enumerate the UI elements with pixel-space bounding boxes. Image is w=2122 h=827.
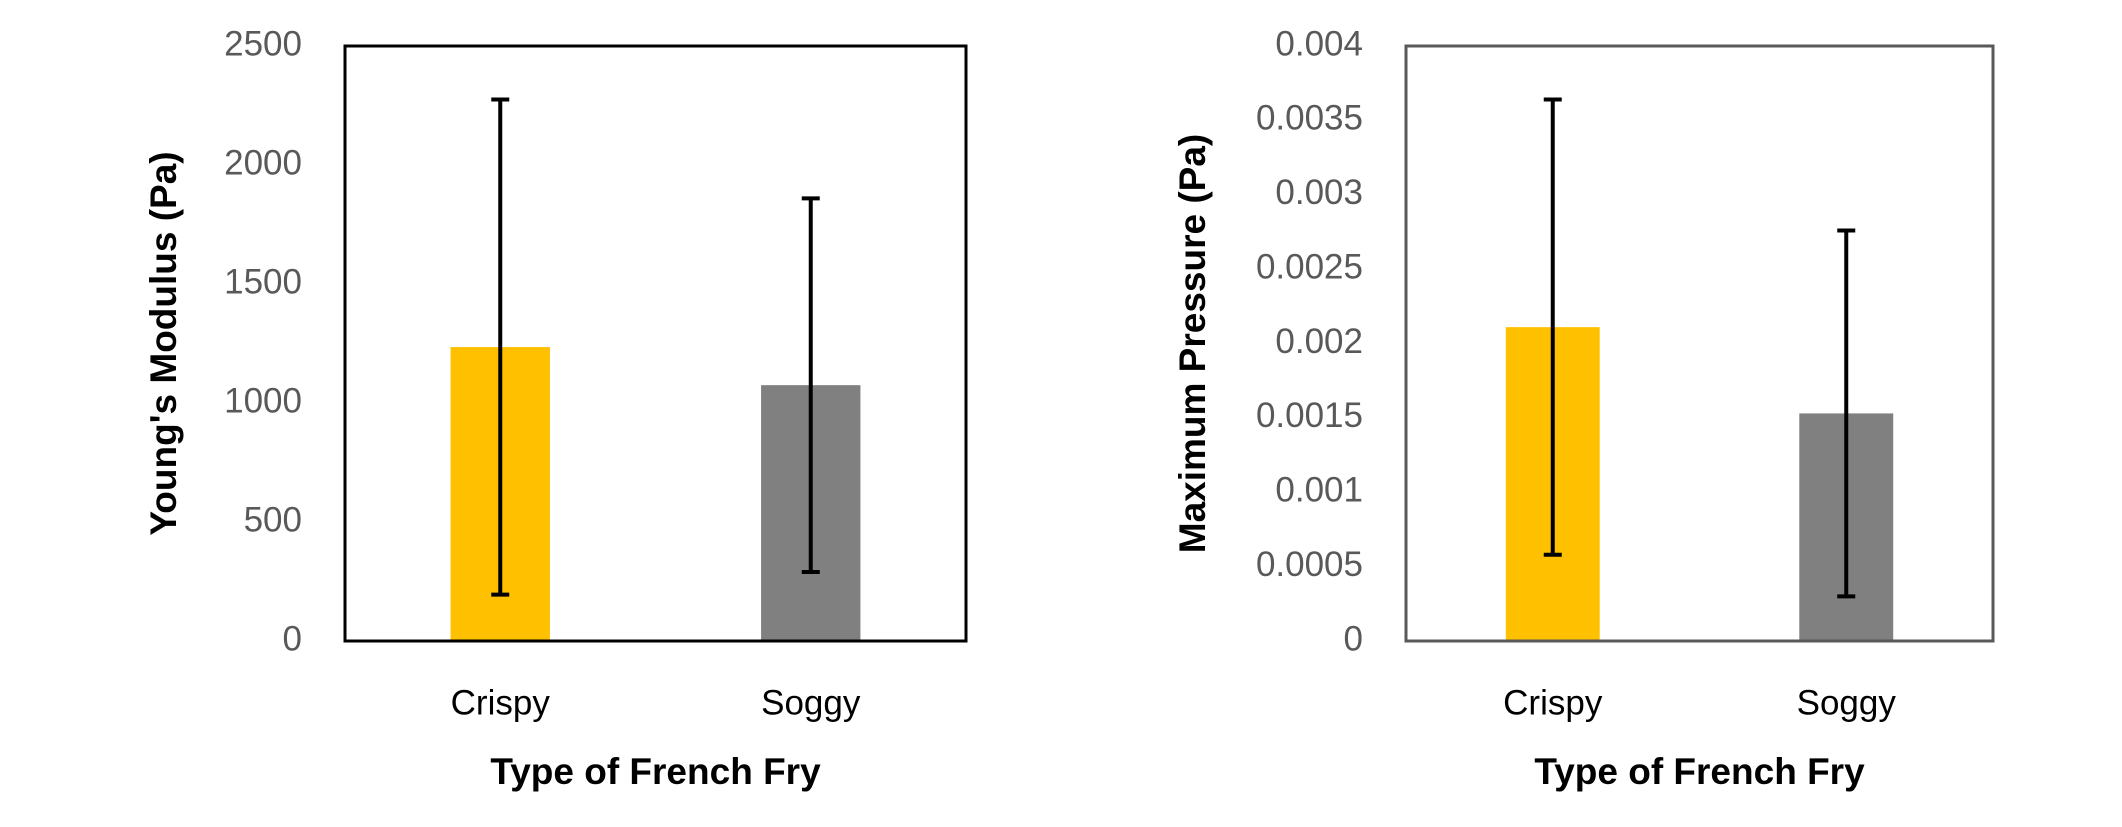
- y-tick-label: 0.0025: [1256, 247, 1363, 286]
- y-tick-label: 0.003: [1275, 173, 1363, 212]
- y-tick-label: 1500: [224, 262, 302, 301]
- y-tick-label: 0.004: [1275, 24, 1363, 63]
- y-tick-label: 0.002: [1275, 322, 1363, 361]
- y-tick-label: 2500: [224, 24, 302, 63]
- error-bar: [491, 97, 510, 597]
- error-bar: [1543, 97, 1562, 557]
- x-tick-label: Crispy: [1503, 683, 1603, 722]
- x-axis-title: Type of French Fry: [490, 751, 821, 792]
- y-tick-label: 0.0035: [1256, 99, 1363, 138]
- error-bar: [801, 196, 820, 574]
- y-tick-label: 0: [283, 619, 302, 658]
- plot-frame: [1404, 44, 1995, 643]
- y-tick-label: 0: [1344, 619, 1363, 658]
- error-bar: [1837, 228, 1856, 599]
- y-tick-label: 2000: [224, 143, 302, 182]
- x-axis-title: Type of French Fry: [1534, 751, 1865, 792]
- y-tick-label: 0.0015: [1256, 396, 1363, 435]
- y-tick-label: 0.0005: [1256, 545, 1363, 584]
- x-tick-label: Soggy: [761, 683, 861, 722]
- x-tick-label: Soggy: [1797, 683, 1897, 722]
- y-tick-label: 500: [244, 500, 302, 539]
- y-tick-label: 1000: [224, 381, 302, 420]
- y-axis-title: Young's Modulus (Pa): [143, 151, 184, 535]
- x-tick-label: Crispy: [451, 683, 551, 722]
- y-tick-label: 0.001: [1275, 471, 1363, 510]
- plot-frame: [343, 44, 968, 643]
- y-axis-title: Maximum Pressure (Pa): [1172, 134, 1213, 554]
